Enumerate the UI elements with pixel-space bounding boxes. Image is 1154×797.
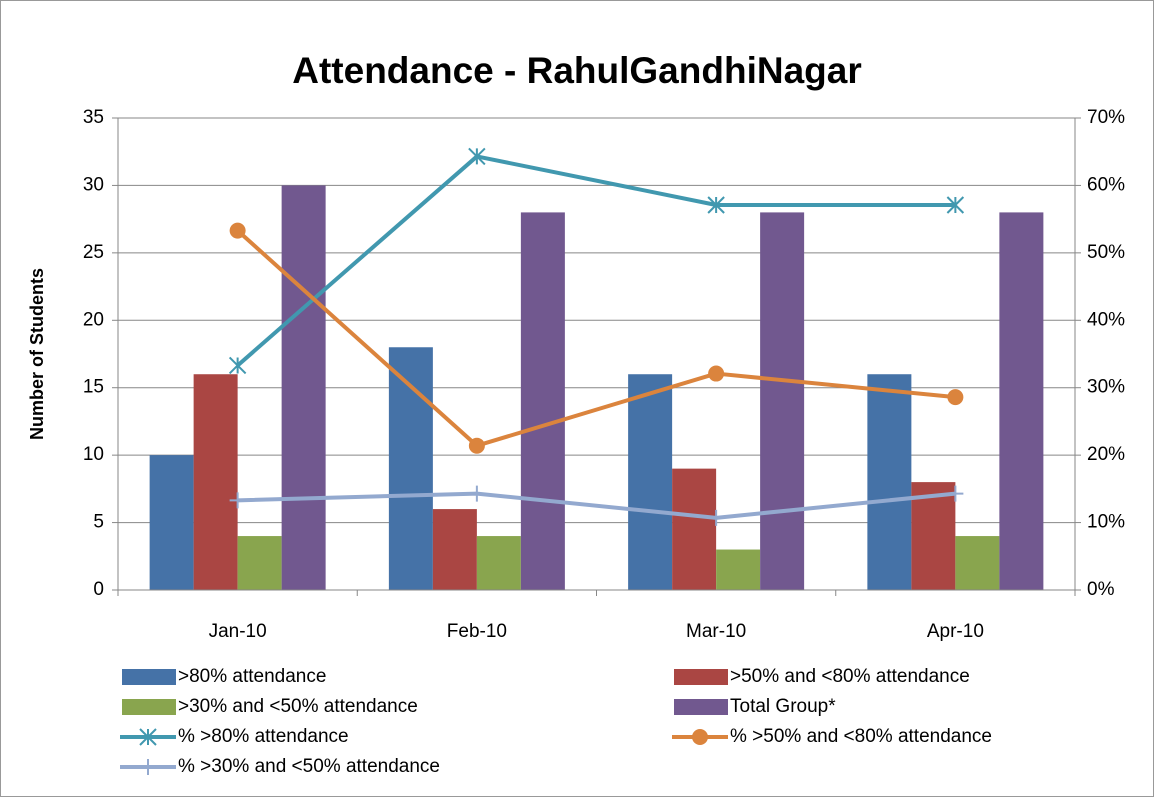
y-tick-label: 35: [83, 107, 104, 128]
bar: [388, 347, 433, 590]
bar: [867, 374, 912, 590]
bar: [193, 374, 238, 590]
x-tick-label: Jan-10: [209, 621, 267, 642]
legend-label: >50% and <80% attendance: [730, 666, 970, 687]
y-tick-label: 25: [83, 242, 104, 263]
legend-marker: [140, 759, 156, 775]
y2-tick-label: 60%: [1087, 174, 1125, 195]
line-marker: [468, 147, 486, 166]
legend-swatch: [674, 699, 728, 715]
chart-title: Attendance - RahulGandhiNagar: [292, 50, 861, 91]
bar: [999, 212, 1044, 590]
line-marker: [468, 485, 485, 502]
line: [237, 491, 956, 520]
legend-swatch: [122, 669, 176, 685]
y2-tick-label: 0%: [1087, 579, 1115, 600]
line-marker: [707, 196, 725, 214]
line-marker: [946, 196, 965, 214]
legend-label: Total Group*: [730, 696, 836, 717]
y2-tick-label: 70%: [1087, 107, 1125, 128]
bar: [281, 185, 326, 590]
legend-swatch: [674, 669, 728, 685]
bar: [628, 374, 673, 590]
y2-tick-label: 20%: [1087, 444, 1125, 465]
legend-label: % >30% and <50% attendance: [178, 756, 440, 777]
line-marker: [947, 485, 964, 502]
x-tick-label: Feb-10: [447, 621, 507, 642]
line-marker: [708, 365, 725, 382]
bar: [911, 482, 956, 590]
y-tick-label: 30: [83, 174, 104, 195]
bar: [520, 212, 565, 590]
legend-label: >30% and <50% attendance: [178, 696, 418, 717]
line-marker: [228, 356, 247, 375]
y-tick-label: 15: [83, 377, 104, 398]
y-tick-label: 0: [93, 579, 104, 600]
bar: [476, 536, 521, 590]
y-tick-label: 20: [83, 309, 104, 330]
legend-marker: [139, 728, 157, 746]
y2-tick-label: 40%: [1087, 309, 1125, 330]
legend-label: % >80% attendance: [178, 726, 349, 747]
legend-label: % >50% and <80% attendance: [730, 726, 992, 747]
x-tick-label: Mar-10: [686, 621, 746, 642]
bar: [955, 536, 1000, 590]
bar: [716, 549, 761, 590]
y2-tick-label: 30%: [1087, 377, 1125, 398]
line: [236, 229, 956, 448]
bar: [760, 212, 805, 590]
bar: [432, 509, 477, 590]
line: [236, 154, 956, 367]
bar: [149, 455, 194, 590]
line-marker: [229, 222, 246, 239]
y2-tick-label: 50%: [1087, 242, 1125, 263]
bar: [672, 468, 717, 590]
y-axis-label: Number of Students: [27, 268, 47, 440]
legend-marker: [692, 729, 708, 745]
legend-swatch: [122, 699, 176, 715]
y2-tick-label: 10%: [1087, 512, 1125, 533]
legend-label: >80% attendance: [178, 666, 326, 687]
x-tick-label: Apr-10: [927, 621, 984, 642]
line-marker: [468, 437, 485, 454]
line-marker: [229, 492, 246, 509]
bar: [237, 536, 282, 590]
y-tick-label: 5: [93, 512, 104, 533]
line-marker: [708, 509, 725, 526]
y-tick-label: 10: [83, 444, 104, 465]
line-marker: [947, 389, 964, 406]
